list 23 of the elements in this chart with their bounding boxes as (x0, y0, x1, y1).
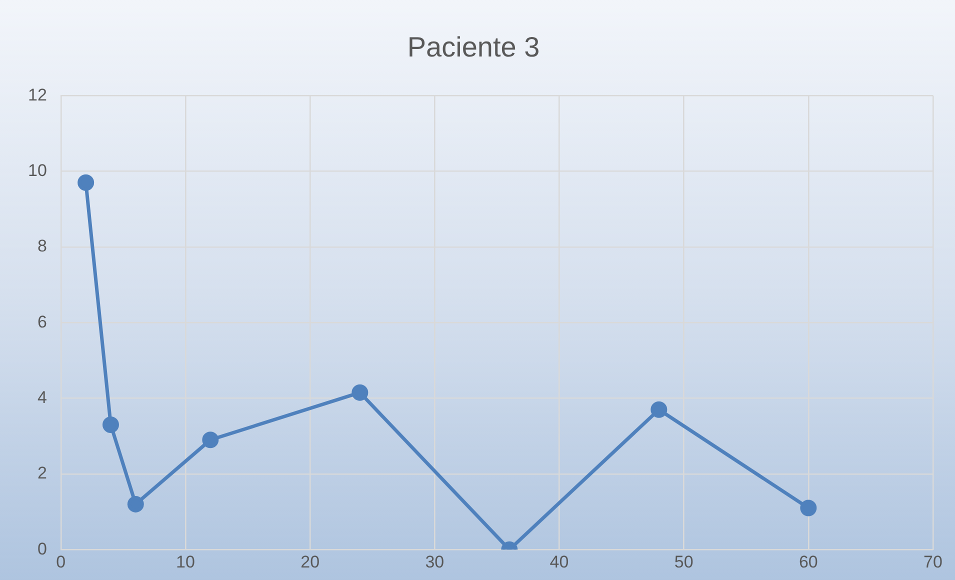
x-tick-label: 70 (924, 552, 942, 572)
x-tick-label: 30 (425, 552, 444, 572)
point (78, 174, 94, 191)
point (202, 432, 219, 448)
chart-title: Paciente 3 (407, 32, 540, 63)
x-tick-label: 20 (300, 552, 320, 572)
x-tick-label: 10 (176, 552, 195, 572)
x-tick-label: 0 (56, 552, 66, 572)
point (650, 401, 668, 418)
x-tick-label: 60 (798, 552, 818, 572)
y-tick-label: 8 (37, 236, 47, 256)
y-tick-label: 12 (28, 85, 47, 104)
point (127, 496, 144, 512)
point (800, 500, 817, 516)
x-tick-label: 40 (550, 552, 569, 572)
point (102, 416, 119, 433)
y-tick-label: 4 (37, 388, 47, 407)
y-tick-label: 10 (28, 160, 47, 180)
y-tick-label: 6 (37, 312, 47, 332)
y-tick-label: 0 (37, 539, 47, 558)
point (352, 384, 368, 401)
y-tick-label: 2 (37, 464, 47, 483)
x-tick-label: 50 (674, 552, 694, 572)
